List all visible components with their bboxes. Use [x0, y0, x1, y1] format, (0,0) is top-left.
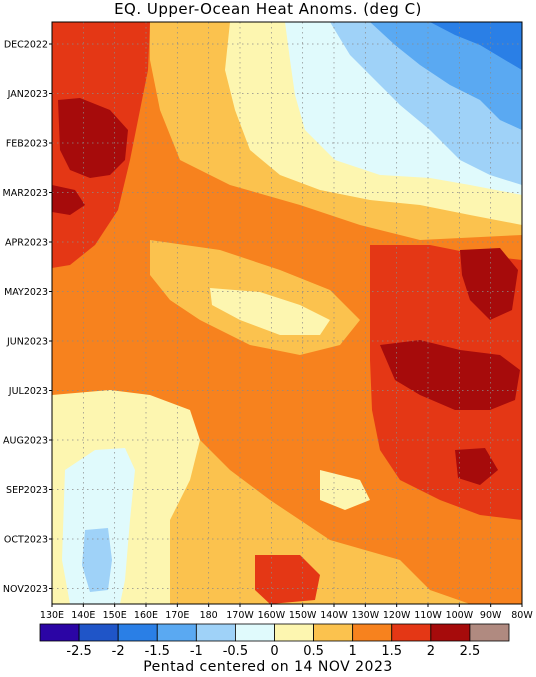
chart-footer: Pentad centered on 14 NOV 2023 — [143, 659, 393, 675]
x-tick-label: 80W — [511, 610, 533, 621]
chart-title: EQ. Upper-Ocean Heat Anoms. (deg C) — [114, 0, 422, 18]
anomaly-region-2.0-west-b — [52, 185, 85, 215]
colorbar-swatch — [274, 623, 314, 642]
colorbar-swatch — [352, 623, 393, 642]
y-tick-label: JUL2023 — [8, 386, 48, 397]
colorbar-label: 2 — [427, 644, 435, 659]
anomaly-region-2.0-west — [58, 98, 128, 178]
colorbar-label: 1 — [349, 644, 357, 659]
colorbar-swatch — [469, 623, 510, 642]
x-tick-label: 170W — [226, 610, 254, 621]
x-tick-label: 90W — [480, 610, 502, 621]
colorbar-swatch — [78, 623, 119, 642]
x-tick-label: 140E — [71, 610, 95, 621]
colorbar-swatch — [117, 623, 158, 642]
colorbar-swatch — [391, 623, 432, 642]
x-tick-label: 110W — [414, 610, 442, 621]
anomaly-region-neg1.5 — [430, 22, 522, 70]
x-tick-label: 150W — [289, 610, 317, 621]
colorbar-swatch — [430, 623, 471, 642]
y-tick-label: MAY2023 — [4, 287, 48, 298]
y-tick-label: MAR2023 — [3, 188, 48, 199]
anomaly-region-0.0-west-lower — [62, 448, 135, 604]
x-tick-label: 100W — [446, 610, 474, 621]
colorbar-swatch — [156, 623, 197, 642]
anomaly-region-2.0-east-b — [460, 248, 518, 320]
colorbar-label: -1.5 — [145, 644, 170, 659]
x-tick-label: 150E — [103, 610, 127, 621]
anomaly-region-neg0.5-west — [82, 528, 112, 592]
x-tick-label: 140W — [320, 610, 348, 621]
y-tick-label: JUN2023 — [6, 337, 48, 348]
x-axis: 130E 140E 150E 160E 170E 180 170W 160W 150W 140W 1… — [40, 604, 533, 621]
x-tick-label: 130W — [352, 610, 380, 621]
x-tick-label: 170E — [165, 610, 189, 621]
colorbar-label: 1.5 — [381, 644, 402, 659]
y-tick-label: NOV2023 — [3, 584, 48, 595]
x-tick-label: 160E — [134, 610, 158, 621]
y-tick-label: JAN2023 — [7, 89, 48, 100]
anomaly-region-oct-patch — [320, 470, 370, 510]
x-tick-label: 180 — [200, 610, 218, 621]
plot-area — [52, 22, 522, 604]
x-tick-label: 160W — [258, 610, 286, 621]
colorbar-swatch — [39, 623, 80, 642]
plot-frame — [51, 21, 523, 605]
colorbar-label: 0 — [270, 644, 278, 659]
colorbar-label: -2 — [112, 644, 125, 659]
colorbar-swatch — [313, 623, 354, 642]
y-tick-label: DEC2022 — [4, 40, 48, 51]
anomaly-region-2.0-east — [380, 340, 520, 410]
gridlines — [52, 22, 522, 604]
colorbar-label: -1 — [190, 644, 203, 659]
colorbar-swatch — [235, 623, 275, 642]
y-tick-label: FEB2023 — [6, 139, 48, 150]
colorbar-label: -2.5 — [66, 644, 91, 659]
colorbar-label: 2.5 — [460, 644, 481, 659]
y-tick-label: SEP2023 — [6, 485, 48, 496]
colorbar-swatch — [195, 623, 236, 642]
anomaly-region-mid-band-light — [210, 288, 330, 335]
colorbar-label: 0.5 — [303, 644, 324, 659]
colorbar: -2.5 -2 -1.5 -1 -0.5 0 0.5 1 1.5 2 2.5 — [39, 623, 510, 659]
y-tick-label: AUG2023 — [3, 436, 48, 447]
colorbar-label: -0.5 — [223, 644, 248, 659]
y-tick-label: OCT2023 — [4, 535, 48, 546]
x-tick-label: 120W — [383, 610, 411, 621]
x-tick-label: 130E — [40, 610, 64, 621]
anomaly-region-neg1.0 — [370, 22, 522, 130]
anomaly-region-2.0-east-c — [455, 448, 498, 485]
y-tick-label: APR2023 — [5, 238, 48, 249]
y-axis: DEC2022 JAN2023 FEB2023 MAR2023 APR2023 MAY20… — [3, 40, 52, 595]
